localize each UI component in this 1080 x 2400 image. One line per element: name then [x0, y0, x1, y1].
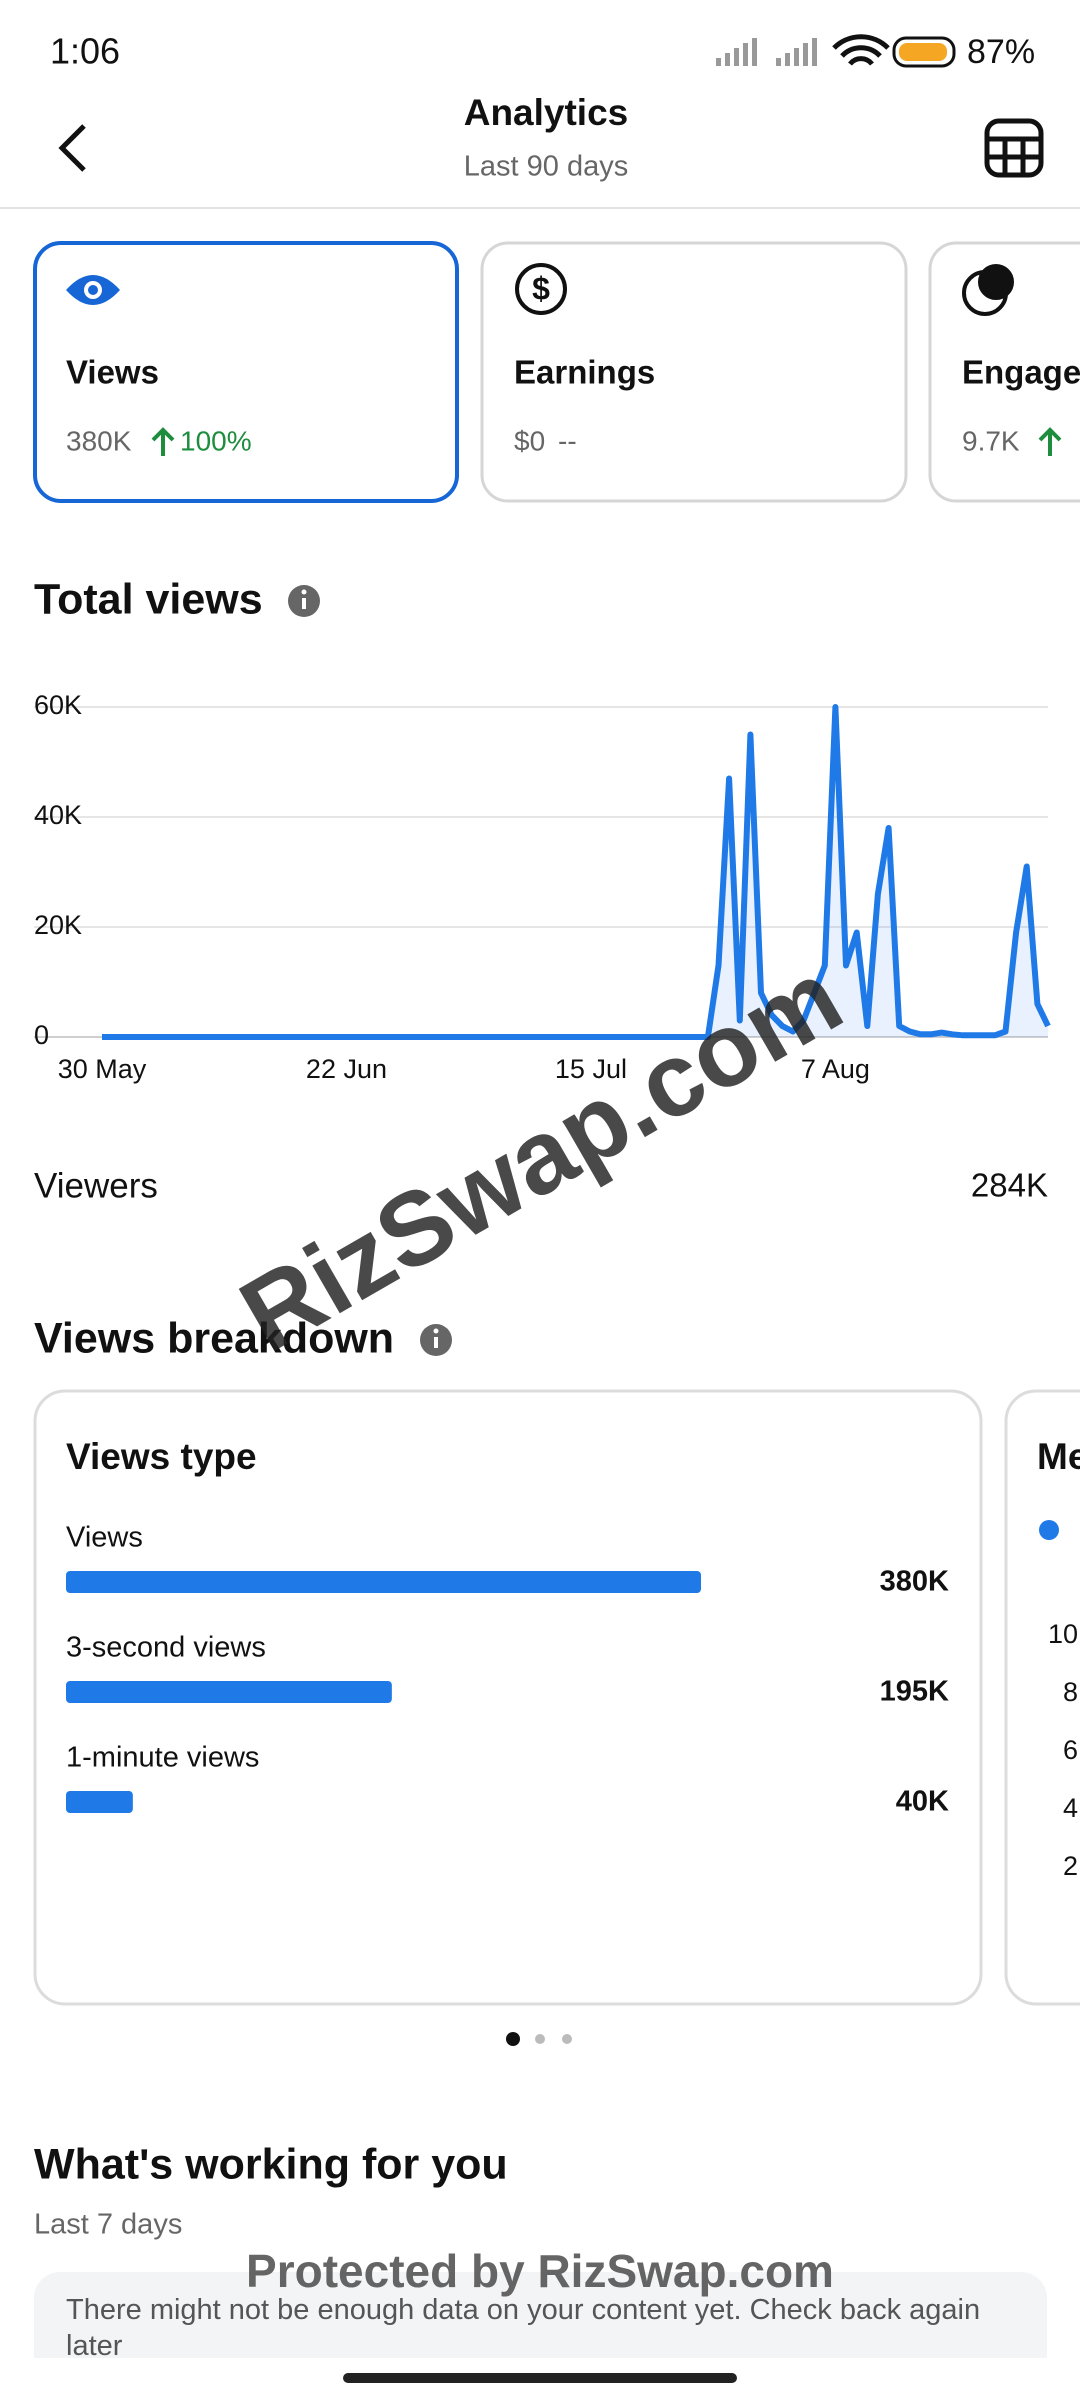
- section-subtitle: Last 7 days: [34, 2209, 182, 2241]
- home-indicator[interactable]: [343, 2373, 737, 2383]
- card-title: Me: [1037, 1436, 1080, 1477]
- metric-value: 9.7K: [962, 425, 1020, 456]
- svg-text:$: $: [532, 270, 550, 306]
- y-tick-label: 8: [1063, 1677, 1078, 1707]
- metric-label: Earnings: [514, 354, 655, 391]
- x-tick-label: 7 Aug: [801, 1054, 870, 1084]
- breakdown-card: [1004, 1389, 1080, 2006]
- viewers-value: 284K: [971, 1167, 1048, 1204]
- section-title: Views breakdown: [34, 1314, 394, 1362]
- info-icon[interactable]: [288, 585, 320, 617]
- breakdown-card: [33, 1389, 983, 2006]
- y-tick-label: 4: [1063, 1793, 1078, 1823]
- line-chart: 0 20K 40K 60K 30 May 22 Jun 15 Jul 7 Aug: [34, 690, 1051, 1084]
- viewers-label: Viewers: [34, 1166, 158, 1205]
- y-tick-label: 60K: [34, 690, 82, 720]
- y-tick-label: 20K: [34, 910, 82, 940]
- legend-dot: [1039, 1520, 1059, 1540]
- card-title: Views type: [66, 1436, 257, 1477]
- metric-label: Views: [66, 354, 159, 391]
- bar: [66, 1681, 392, 1703]
- like-icon: [962, 264, 1014, 316]
- watermark: RizSwap.com: [222, 939, 861, 1375]
- metric-card[interactable]: [480, 241, 908, 503]
- watermark: Protected by RizSwap.com: [246, 2245, 834, 2297]
- y-tick-label: 6: [1063, 1735, 1078, 1765]
- back-button[interactable]: [58, 124, 86, 172]
- eye-icon: [66, 275, 120, 305]
- bar-label: 1-minute views: [66, 1742, 259, 1774]
- page-dots[interactable]: [506, 2032, 572, 2046]
- dollar-icon: $: [515, 263, 567, 315]
- y-tick-label: 0: [34, 1020, 49, 1050]
- area: [102, 707, 1048, 1037]
- status-icons: [716, 34, 956, 68]
- bar-label: 3-second views: [66, 1632, 266, 1664]
- metric-label: Engage: [962, 354, 1080, 391]
- bar: [66, 1791, 133, 1813]
- x-tick-label: 30 May: [58, 1054, 147, 1084]
- status-battery: 87%: [967, 33, 1035, 71]
- metric-change: --: [558, 425, 577, 456]
- header-subtitle: Last 90 days: [464, 151, 628, 183]
- header-title: Analytics: [464, 92, 629, 133]
- x-tick-label: 22 Jun: [306, 1054, 387, 1084]
- bar-chart: Views 380K 3-second views 195K 1-minute view…: [66, 1522, 949, 1818]
- partial-axis: 10 8 6 4 2: [1048, 1619, 1078, 1881]
- section-title: Total views: [34, 575, 263, 623]
- table-icon[interactable]: [984, 118, 1044, 178]
- message-box: There might not be enough data on your c…: [34, 2272, 1047, 2362]
- bar-label: Views: [66, 1522, 143, 1554]
- info-icon[interactable]: [420, 1324, 452, 1356]
- line: [102, 704, 1051, 1040]
- up-arrow: [1038, 427, 1062, 456]
- metric-card[interactable]: [33, 241, 459, 503]
- metric-value: $0: [514, 425, 545, 456]
- section-title: What's working for you: [34, 2140, 508, 2188]
- y-tick-label: 40K: [34, 800, 82, 830]
- y-tick-label: 2: [1063, 1851, 1078, 1881]
- status-time: 1:06: [50, 31, 120, 72]
- y-tick-label: 10: [1048, 1619, 1078, 1649]
- metric-change: 100%: [180, 425, 252, 456]
- value-label: 380K: [880, 1566, 949, 1598]
- x-tick-label: 15 Jul: [555, 1054, 627, 1084]
- bar: [66, 1571, 701, 1593]
- value-label: 40K: [896, 1786, 949, 1818]
- value-label: 195K: [880, 1676, 949, 1708]
- message-text: There might not be enough data on your c…: [66, 2294, 981, 2362]
- up-arrow: [151, 427, 175, 456]
- metric-value: 380K: [66, 425, 132, 456]
